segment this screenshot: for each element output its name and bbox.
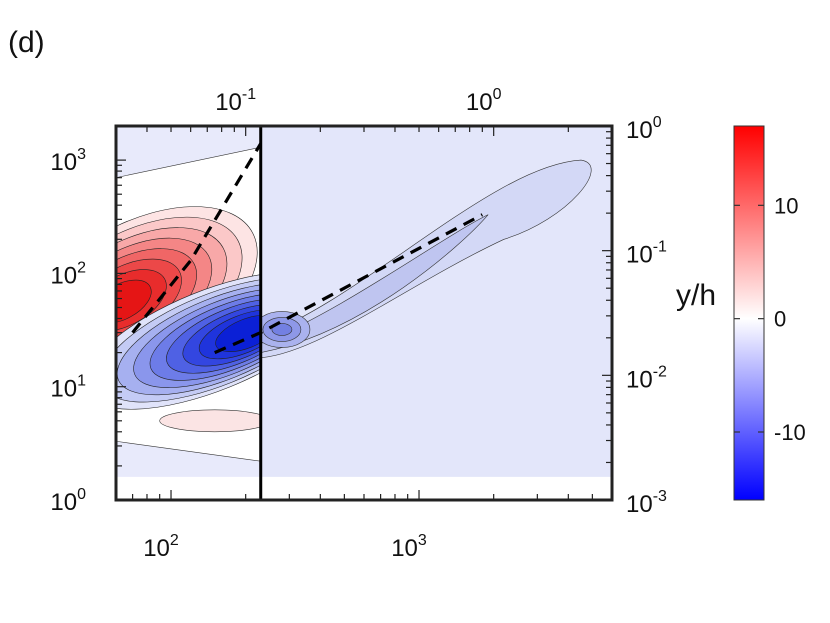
colorbar-tick-label: 0 (774, 307, 786, 332)
minor-negative-contour (271, 323, 293, 336)
contour-field (116, 126, 612, 500)
bottom-x-tick-label: 103 (391, 532, 427, 562)
right-y-tick-label: 10-1 (626, 239, 667, 269)
colorbar: -10 0 10 (733, 125, 806, 501)
panel-label: (d) (8, 26, 45, 59)
band-inner-contour (262, 214, 489, 353)
right-y-tick-label: 10-2 (626, 363, 667, 393)
dashed-lines (131, 142, 484, 355)
left-y-tick-label: 100 (50, 486, 86, 516)
colorbar-ticks: -10 0 10 (734, 193, 806, 445)
left-y-tick-label: 102 (50, 259, 86, 289)
plot-area (114, 124, 614, 502)
colorbar-gradient (733, 125, 765, 501)
dashed-ridge-line-2 (214, 213, 484, 355)
top-x-tick-label: 10-1 (215, 86, 256, 116)
colorbar-tick-label: -10 (774, 420, 806, 445)
left-y-tick-label: 101 (50, 373, 86, 403)
positive-contour (116, 279, 152, 324)
left-y-tick-label: 103 (50, 146, 86, 176)
tick-labels: 102 103 100 101 102 103 10-1 100 10-3 10-2 10-1 100 (50, 86, 667, 562)
right-y-tick-label: 100 (626, 114, 662, 144)
right-y-tick-label: 10-3 (626, 488, 667, 518)
weak-positive-contour (159, 409, 262, 433)
bottom-x-tick-label: 102 (143, 532, 179, 562)
right-region (262, 126, 612, 477)
axis-ticks (115, 125, 613, 501)
dashed-ridge-line-1 (131, 142, 263, 334)
right-y-axis-label: y/h (676, 279, 716, 312)
colorbar-tick-label: 10 (774, 193, 798, 218)
top-x-tick-label: 100 (466, 86, 502, 116)
